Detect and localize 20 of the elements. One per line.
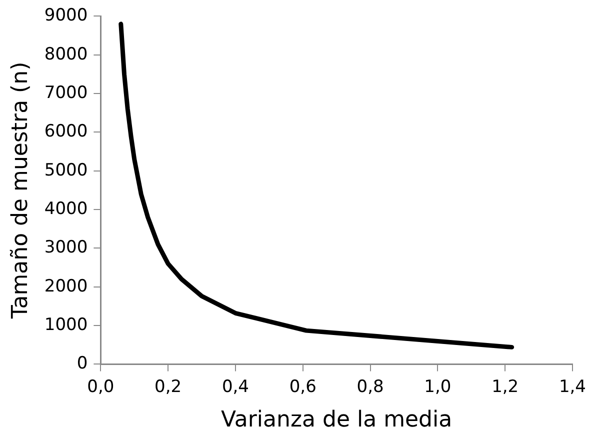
y-tick-label: 3000 — [44, 238, 88, 258]
x-tick-label: 0,0 — [87, 376, 114, 397]
x-axis-title: Varianza de la media — [221, 408, 452, 433]
y-tick-label: 7000 — [44, 82, 88, 103]
y-tick-label: 1000 — [44, 314, 88, 335]
x-tick-label: 0,2 — [154, 376, 182, 397]
y-tick-label: 9000 — [44, 6, 88, 26]
x-tick-label: 0,4 — [222, 376, 249, 397]
x-tick-label: 1,4 — [558, 376, 586, 397]
x-tick-label: 0,6 — [289, 376, 316, 397]
x-tick-label: 1,0 — [424, 376, 452, 397]
y-tick-label: 5000 — [44, 160, 88, 180]
y-tick-label: 4000 — [44, 198, 88, 219]
y-axis-title: Tamaño de muestra (n) — [8, 62, 33, 320]
y-tick-label: 0 — [76, 354, 88, 374]
y-tick-label: 6000 — [44, 122, 88, 142]
y-tick-label: 8000 — [44, 44, 88, 64]
x-tick-label: 1,2 — [492, 376, 519, 397]
x-tick-label: 0,8 — [356, 376, 384, 397]
y-tick-label: 2000 — [44, 276, 88, 296]
